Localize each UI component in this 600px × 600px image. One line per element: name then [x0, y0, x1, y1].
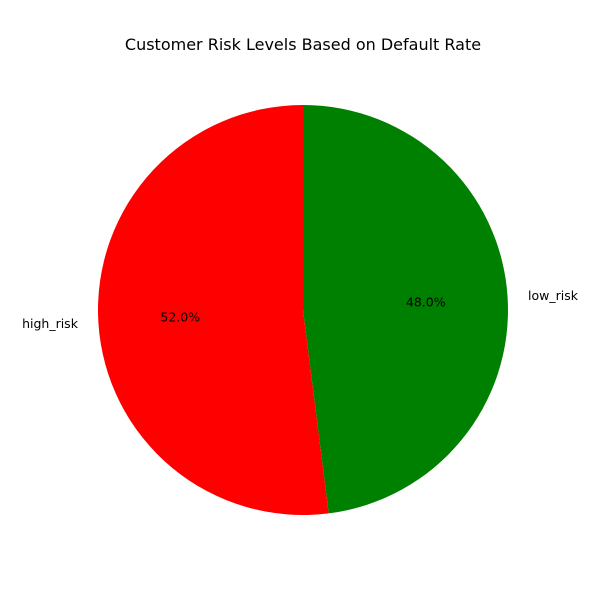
pie-slice-high-risk [97, 105, 329, 515]
slice-label-low-risk: low_risk [528, 288, 579, 303]
chart-title: Customer Risk Levels Based on Default Ra… [125, 35, 481, 54]
pie-slices [97, 105, 508, 515]
pct-label-high-risk: 52.0% [160, 310, 200, 325]
slice-label-high-risk: high_risk [22, 316, 79, 331]
pct-label-low-risk: 48.0% [406, 294, 446, 309]
pie-slice-low-risk [303, 105, 508, 514]
pie-labels: low_risk 48.0% high_risk 52.0% [22, 288, 579, 331]
